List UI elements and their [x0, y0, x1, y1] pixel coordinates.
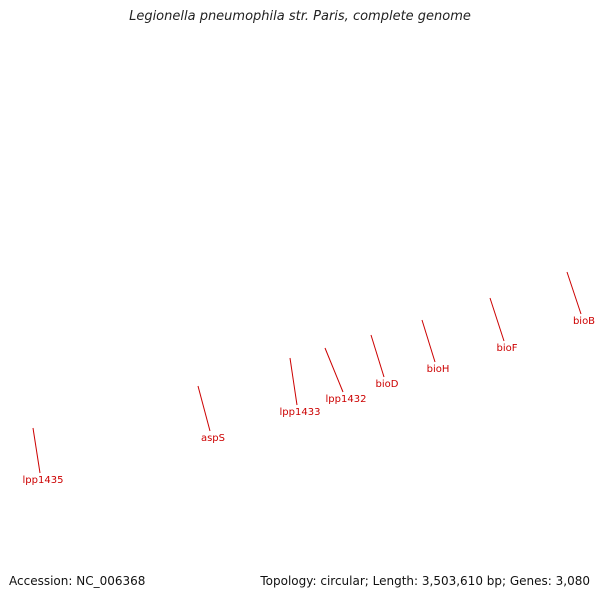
gene-label: aspS: [201, 433, 225, 444]
gene-leader-line: [289, 357, 298, 406]
gene-leader-line: [566, 271, 582, 315]
gene-label: bioF: [497, 343, 518, 354]
gene-label: lpp1433: [280, 407, 321, 418]
gene-leader-line: [370, 334, 385, 378]
accession-label: Accession: NC_006368: [9, 574, 146, 588]
gene-label: bioD: [376, 379, 399, 390]
genome-summary: Topology: circular; Length: 3,503,610 bp…: [260, 574, 590, 588]
gene-leader-line: [421, 319, 436, 363]
gene-leader-line: [324, 347, 344, 393]
gene-label: bioH: [427, 364, 450, 375]
gene-leader-line: [197, 385, 211, 432]
map-title: Legionella pneumophila str. Paris, compl…: [129, 9, 471, 24]
gene-leader-line: [32, 427, 41, 474]
gene-labels: lpp1435 aspS lpp1433 lpp1432 bioD bioH bioF bio…: [23, 271, 595, 486]
gene-leader-line: [489, 297, 505, 342]
gene-label: lpp1435: [23, 475, 64, 486]
gene-label: lpp1432: [326, 394, 367, 405]
gene-label: bioB: [573, 316, 595, 327]
